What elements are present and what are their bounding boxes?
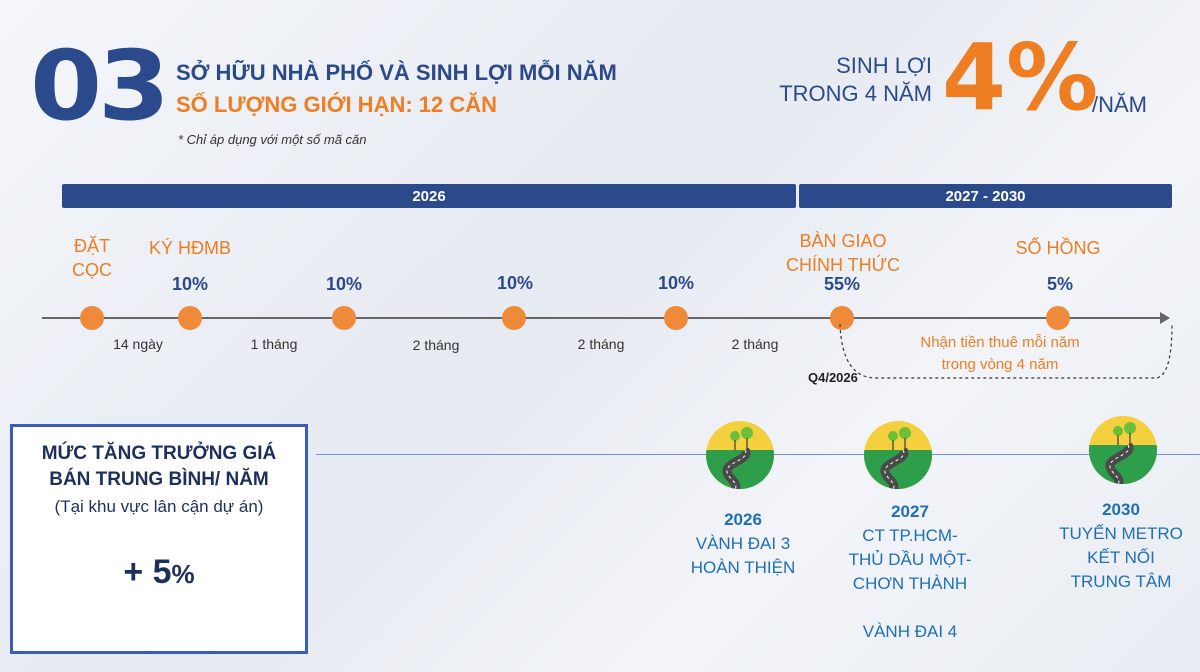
- milestone-line: VÀNH ĐAI 3: [695, 534, 791, 553]
- section-number: 03: [30, 30, 170, 142]
- milestone-line: TUYẾN METRO: [1059, 524, 1183, 543]
- event-label-deposit: ĐẶT CỌC: [52, 234, 132, 282]
- timeline-dot: [502, 306, 526, 330]
- timeline-dot: [1046, 306, 1070, 330]
- milestone-line: TRUNG TÂM: [1070, 572, 1172, 591]
- timeline-dot: [80, 306, 104, 330]
- handover-date: Q4/2026: [808, 370, 858, 385]
- growth-title-line2: BÁN TRUNG BÌNH/ NĂM: [49, 469, 269, 490]
- duration-label: 14 ngày: [113, 336, 163, 352]
- milestone-line: VÀNH ĐAI 4: [862, 622, 958, 641]
- payment-pct: 10%: [496, 273, 534, 293]
- yield-label: SINH LỢI TRONG 4 NĂM: [760, 52, 932, 108]
- yield-value: 4%: [942, 24, 1099, 131]
- timeline-arrow-icon: [1160, 312, 1170, 324]
- duration-label: 2 tháng: [412, 337, 460, 353]
- yield-unit: /NĂM: [1092, 92, 1147, 117]
- duration-label: 1 tháng: [250, 336, 298, 352]
- event-label-pink-book: SỔ HỒNG: [1015, 238, 1101, 258]
- period-bar-2027-2030: 2027 - 2030: [799, 184, 1172, 208]
- duration-label: 2 tháng: [577, 336, 625, 352]
- milestone-spacer: [830, 596, 990, 620]
- payment-pct: 5%: [1046, 274, 1073, 294]
- milestone-line: CHƠN THÀNH: [852, 574, 968, 593]
- milestone-line: CT TP.HCM-: [862, 526, 958, 545]
- growth-value-number: + 5: [123, 553, 172, 591]
- payment-pct: 10%: [325, 274, 363, 294]
- milestone-line: HOÀN THIỆN: [690, 558, 796, 577]
- timeline-dot: [332, 306, 356, 330]
- growth-subtitle: (Tại khu vực lân cận dự án): [54, 497, 264, 516]
- event-label-deposit-line2: CỌC: [72, 260, 112, 280]
- road-icon: [706, 421, 774, 489]
- rent-period-bracket: [839, 323, 1173, 379]
- yield-label-line2: TRONG 4 NĂM: [779, 81, 932, 106]
- growth-title-line1: MỨC TĂNG TRƯỞNG GIÁ: [41, 443, 277, 464]
- rent-note-line2: trong vòng 4 năm: [941, 356, 1059, 373]
- event-label-contract: KÝ HĐMB: [148, 238, 231, 258]
- footnote: * Chỉ áp dụng với một số mã căn: [178, 132, 367, 147]
- yield-label-line1: SINH LỢI: [836, 53, 932, 78]
- event-label-handover-line1: BÀN GIAO: [799, 231, 887, 251]
- rent-note: Nhận tiền thuê mỗi năm trong vòng 4 năm: [880, 332, 1120, 376]
- growth-value-percent: %: [171, 559, 195, 589]
- duration-label: 2 tháng: [731, 336, 779, 352]
- rent-note-line1: Nhận tiền thuê mỗi năm: [920, 334, 1080, 351]
- road-icon: [864, 421, 932, 489]
- period-bar-2026: 2026: [62, 184, 796, 208]
- price-growth-box: MỨC TĂNG TRƯỞNG GIÁ BÁN TRUNG BÌNH/ NĂM …: [10, 424, 308, 654]
- timeline-axis: [42, 317, 1164, 319]
- milestone-2026: 2026 VÀNH ĐAI 3 HOÀN THIỆN: [670, 508, 816, 580]
- milestone-2027: 2027 CT TP.HCM- THỦ DẦU MỘT- CHƠN THÀNH …: [830, 500, 990, 644]
- timeline-dot: [830, 306, 854, 330]
- section-title: SỞ HỮU NHÀ PHỐ VÀ SINH LỢI MỖI NĂM: [176, 60, 617, 85]
- payment-pct: 10%: [657, 273, 695, 293]
- milestone-year: 2026: [724, 510, 762, 529]
- timeline-dot: [178, 306, 202, 330]
- growth-title: MỨC TĂNG TRƯỞNG GIÁ BÁN TRUNG BÌNH/ NĂM: [13, 441, 305, 493]
- section-subtitle: SỐ LƯỢNG GIỚI HẠN: 12 CĂN: [176, 92, 498, 117]
- milestone-year: 2030: [1102, 500, 1140, 519]
- milestone-line: THỦ DẦU MỘT-: [848, 550, 972, 569]
- growth-value: + 5%: [13, 553, 305, 592]
- timeline-dot: [664, 306, 688, 330]
- event-label-deposit-line1: ĐẶT: [74, 236, 110, 256]
- payment-pct: 10%: [171, 274, 209, 294]
- road-icon: [1089, 416, 1157, 484]
- event-label-handover: BÀN GIAO CHÍNH THỨC: [770, 229, 916, 277]
- milestone-line: KẾT NỐI: [1087, 548, 1155, 567]
- milestone-year: 2027: [891, 502, 929, 521]
- milestone-2030: 2030 TUYẾN METRO KẾT NỐI TRUNG TÂM: [1046, 498, 1196, 594]
- payment-pct: 55%: [823, 274, 861, 294]
- event-label-handover-line2: CHÍNH THỨC: [785, 255, 901, 275]
